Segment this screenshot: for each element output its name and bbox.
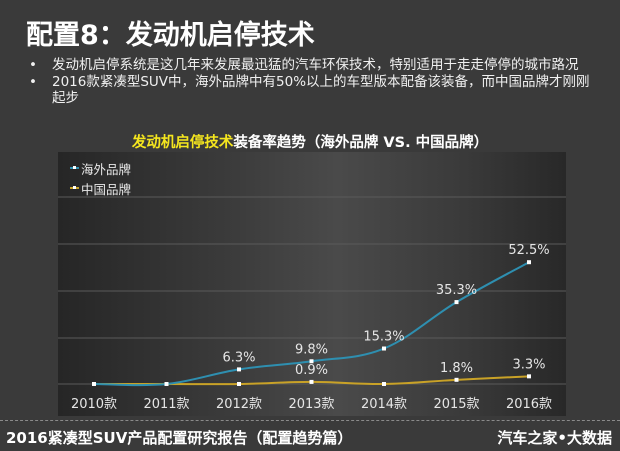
chart-title-rest: 装备率趋势（海外品牌 VS. 中国品牌） <box>233 135 489 151</box>
bullet-text: 发动机启停系统是这几年来发展最迅猛的汽车环保技术，特别适用于走走停停的城市路况 <box>52 57 579 73</box>
x-axis-tick-label: 2013款 <box>288 397 334 412</box>
data-point-marker <box>164 382 169 386</box>
x-axis-tick-label: 2011款 <box>143 397 189 412</box>
data-value-label: 52.5% <box>508 243 549 258</box>
chart-legend: 海外品牌 中国品牌 <box>70 158 131 198</box>
data-value-label: 15.3% <box>363 330 404 345</box>
data-point-marker <box>309 359 314 364</box>
data-point-marker <box>527 374 531 379</box>
data-value-label: 6.3% <box>222 350 255 365</box>
data-value-label: 3.3% <box>512 357 545 372</box>
data-point-marker <box>237 382 241 386</box>
data-point-marker <box>237 367 241 372</box>
legend-label: 海外品牌 <box>81 161 132 177</box>
bullet-item: • 2016款紧凑型SUV中，海外品牌中有50%以上的车型版本配备该装备，而中国… <box>28 74 598 107</box>
legend-item-overseas: 海外品牌 <box>70 158 131 178</box>
legend-line-marker-icon <box>70 186 79 189</box>
chart-title: 发动机启停技术装备率趋势（海外品牌 VS. 中国品牌） <box>0 131 620 152</box>
chart-title-highlight: 发动机启停技术 <box>131 135 234 151</box>
bullet-dot-icon: • <box>29 57 37 73</box>
bullet-text: 2016款紧凑型SUV中，海外品牌中有50%以上的车型版本配备该装备，而中国品牌… <box>52 73 590 107</box>
data-value-label: 0.9% <box>295 363 328 378</box>
bullet-dot-icon: • <box>29 73 37 90</box>
legend-label: 中国品牌 <box>81 181 132 197</box>
data-point-marker <box>527 260 531 265</box>
data-point-marker <box>309 379 314 384</box>
data-point-marker <box>92 382 96 386</box>
legend-line-marker-icon <box>70 166 79 169</box>
data-point-marker <box>382 382 386 386</box>
data-value-label: 1.8% <box>440 361 473 376</box>
data-point-marker <box>454 300 459 305</box>
data-value-label: 35.3% <box>436 283 477 298</box>
x-axis-tick-label: 2014款 <box>361 397 407 412</box>
x-axis-tick-label: 2015款 <box>433 397 479 412</box>
bullet-item: • 发动机启停系统是这几年来发展最迅猛的汽车环保技术，特别适用于走走停停的城市路… <box>28 57 598 74</box>
footer-brand: 汽车之家•大数据 <box>497 429 612 447</box>
data-value-label: 9.8% <box>295 342 328 357</box>
x-axis-tick-label: 2016款 <box>506 397 552 412</box>
footer-divider <box>0 420 620 421</box>
data-point-marker <box>382 346 386 351</box>
x-axis-tick-label: 2010款 <box>71 397 117 412</box>
footer-report-title: 2016紧凑型SUV产品配置研究报告（配置趋势篇） <box>6 429 353 447</box>
slide-title: 配置8：发动机启停技术 <box>26 20 315 51</box>
bullet-list: • 发动机启停系统是这几年来发展最迅猛的汽车环保技术，特别适用于走走停停的城市路… <box>28 57 598 107</box>
data-point-marker <box>454 377 459 382</box>
x-axis-tick-label: 2012款 <box>216 397 262 412</box>
chart-plot-area: 0.9% 1.8% 3.3% 6.3% 9.8% 15.3% 35.3% 52.5% 2010款… <box>58 196 566 412</box>
line-chart: 0.9% 1.8% 3.3% 6.3% 9.8% 15.3% 35.3% 52.5% 2010款… <box>58 152 566 416</box>
legend-item-china: 中国品牌 <box>70 178 131 198</box>
